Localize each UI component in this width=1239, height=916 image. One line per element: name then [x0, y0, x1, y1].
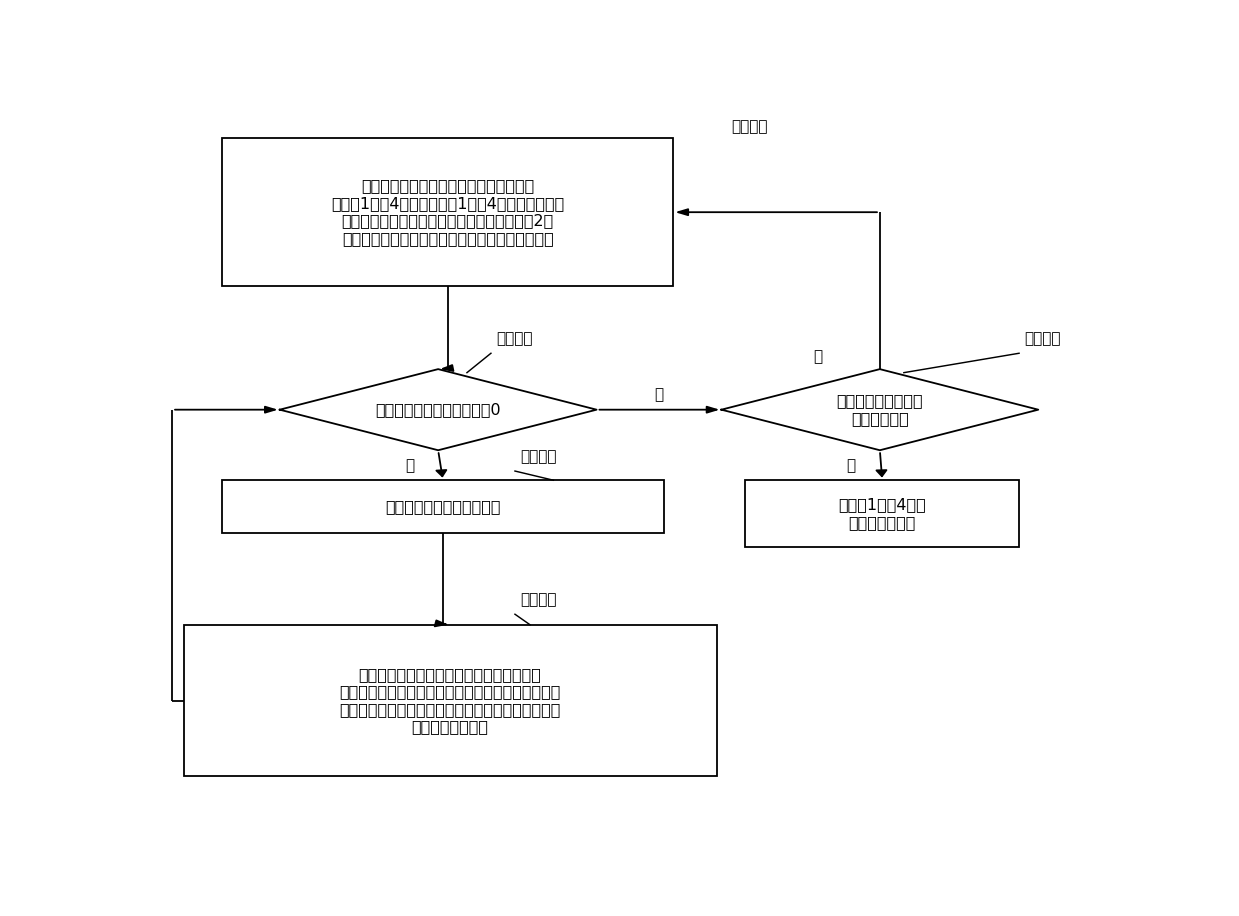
Text: 将芯片本体的右、上、左、下四条边分别
定义为1号至4号边，依次对1号至4号边上的引脚进
行绘制，当任意一条边上的引脚数大于或等于2时
，采用由上至下的方式对该边: 将芯片本体的右、上、左、下四条边分别 定义为1号至4号边，依次对1号至4号边上的… — [331, 179, 565, 245]
Text: 步骤二三: 步骤二三 — [520, 449, 556, 464]
Bar — [183, 625, 716, 777]
Text: 对该边第一个引脚进行绘制: 对该边第一个引脚进行绘制 — [385, 499, 501, 514]
Text: 待绘制的边引脚数是否大于0: 待绘制的边引脚数是否大于0 — [375, 402, 501, 417]
Bar — [746, 480, 1018, 547]
Text: 是: 是 — [846, 458, 856, 473]
Text: 步骤二四: 步骤二四 — [520, 592, 556, 607]
Bar — [222, 480, 664, 533]
Text: 步骤二二: 步骤二二 — [496, 332, 533, 346]
Text: 步骤二五: 步骤二五 — [1023, 332, 1061, 346]
Text: 是: 是 — [405, 458, 414, 473]
Text: 下一条待绘制边引脚
是否绘制完成: 下一条待绘制边引脚 是否绘制完成 — [836, 394, 923, 426]
Text: 根据第一个引脚的根部中心坐标、每个空位
块的位置、相邻引脚间距和空位块的个数，对该边剩
余引脚进行绘制，将芯片本体和所绘制的引脚作为整
体恢复至初始位置: 根据第一个引脚的根部中心坐标、每个空位 块的位置、相邻引脚间距和空位块的个数，对… — [339, 667, 561, 735]
Text: 否: 否 — [813, 349, 821, 364]
Text: 步骤二一: 步骤二一 — [731, 120, 767, 135]
Text: 否: 否 — [654, 387, 664, 401]
Text: 完成对1号至4号边
所有引脚的绘制: 完成对1号至4号边 所有引脚的绘制 — [839, 497, 926, 530]
Bar — [222, 138, 674, 286]
